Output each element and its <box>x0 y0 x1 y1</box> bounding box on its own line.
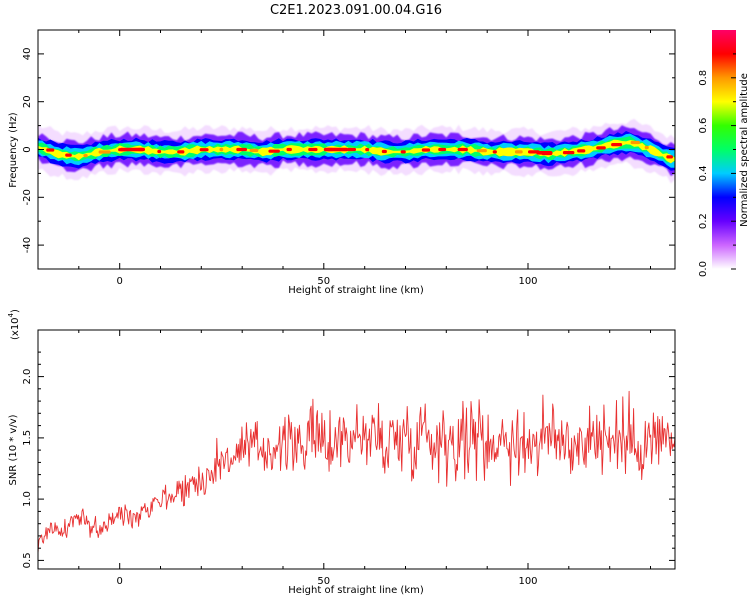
spectrogram-peak <box>308 147 318 152</box>
spectrogram-peak <box>219 147 224 152</box>
spectrogram-ylabel: Frequency (Hz) <box>8 112 19 188</box>
snr-ytick-label: 1.0 <box>22 491 33 507</box>
spectrogram-heatmap <box>38 118 675 184</box>
spectrogram-peak <box>236 147 247 152</box>
snr-xtick-label: 50 <box>317 576 330 587</box>
spectrogram-ytick-label: 0 <box>22 146 33 152</box>
spectrogram-peak <box>596 146 606 150</box>
spectrogram-xtick-label: 50 <box>317 276 330 287</box>
snr-series-line <box>38 390 675 554</box>
colorbar-tick-label: 0.4 <box>698 165 709 181</box>
snr-ytick-label: 2.0 <box>22 369 33 385</box>
spectrogram-peak-strong <box>536 151 553 155</box>
spectrogram-peak-strong <box>323 147 349 152</box>
spectrogram-peak <box>65 153 72 157</box>
spectrogram-ytick-label: 20 <box>22 95 33 108</box>
colorbar-ticks: 0.0 0.2 0.4 0.6 0.8 <box>698 53 736 277</box>
snr-xtick-label: 0 <box>117 576 123 587</box>
colorbar-bar <box>712 30 736 269</box>
spectrogram-peak <box>347 147 356 152</box>
spectrogram-peak <box>268 149 280 153</box>
snr-panel: 0 50 100 0.5 1.0 1.5 2.0 Height of straight li… <box>7 309 676 596</box>
colorbar-tick-label: 0.6 <box>698 118 709 134</box>
snr-xlabel: Height of straight line (km) <box>288 585 424 596</box>
snr-multiplier-exp: 4 <box>7 312 15 317</box>
spectrogram-axes: 0 50 100 -40 -20 0 20 40 <box>22 29 675 287</box>
spectrogram-peak <box>400 150 406 154</box>
svg-text:(x104): (x104) <box>7 309 21 340</box>
spectrogram-peak <box>476 149 487 153</box>
spectrogram-peak <box>514 150 523 154</box>
snr-xtick-label: 100 <box>518 576 537 587</box>
spectrogram-peak-strong <box>119 147 145 152</box>
snr-multiplier-close: ) <box>10 309 21 313</box>
spectrogram-peak <box>98 150 111 154</box>
spectrogram-xtick-label: 100 <box>518 276 537 287</box>
spectrogram-xtick-label: 0 <box>117 276 123 287</box>
snr-frame <box>37 329 676 570</box>
spectrogram-peak <box>365 148 370 152</box>
spectrogram-peak <box>286 147 292 152</box>
spectrogram-peak <box>611 143 623 147</box>
snr-multiplier: (x104) <box>7 309 21 340</box>
colorbar-tick-label: 0.0 <box>698 261 709 277</box>
spectrogram-ytick-label: -40 <box>22 237 33 253</box>
spectrogram-peak <box>83 154 88 158</box>
spectrogram-peak <box>492 150 497 154</box>
colorbar-tick-label: 0.2 <box>698 213 709 229</box>
colorbar-label: Normalized spectral amplitude <box>739 73 750 227</box>
spectrogram-peak <box>157 149 162 154</box>
spectrogram-peak <box>644 145 649 150</box>
spectrogram-peak <box>666 155 673 159</box>
snr-ytick-label: 0.5 <box>22 552 33 568</box>
spectrogram-ytick-label: 40 <box>22 48 33 61</box>
colorbar-tick-label: 0.8 <box>698 70 709 86</box>
spectrogram-panel: 0 50 100 -40 -20 0 20 40 Height of straight lin… <box>8 29 676 296</box>
colorbar: 0.0 0.2 0.4 0.6 0.8 Normalized spectral ampl… <box>698 30 750 277</box>
spectrogram-peak <box>199 148 209 152</box>
spectrogram-peak <box>577 149 586 153</box>
spectrogram-peak <box>457 147 468 152</box>
spectrogram-ytick-label: -20 <box>22 189 33 205</box>
spectrogram-peak <box>562 151 575 155</box>
spectrogram-peak <box>177 150 185 154</box>
spectrogram-peak <box>249 148 259 152</box>
spectrogram-xlabel: Height of straight line (km) <box>288 285 424 296</box>
spectrogram-peak <box>46 148 55 152</box>
spectrogram-peak <box>381 149 387 154</box>
snr-axes: 0 50 100 0.5 1.0 1.5 2.0 <box>22 330 675 587</box>
spectrogram-peak <box>630 140 640 145</box>
spectrogram-peak <box>421 148 431 152</box>
spectrogram-band-5 <box>38 139 675 164</box>
snr-ylabel: SNR (10 * v/v) <box>8 414 19 485</box>
figure-title: C2E1.2023.091.00.04.G16 <box>270 3 442 18</box>
snr-multiplier-base: (x10 <box>10 317 21 340</box>
snr-ytick-label: 1.5 <box>22 430 33 446</box>
spectrogram-peak <box>438 147 447 152</box>
